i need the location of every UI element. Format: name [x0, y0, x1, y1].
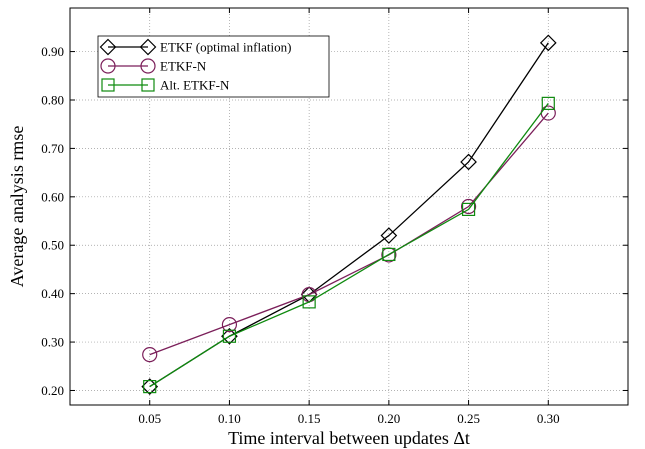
circle-marker	[140, 58, 156, 74]
circle-marker	[460, 198, 477, 215]
y-tick-label: 0.40	[41, 286, 64, 301]
x-axis-ticks: 0.05 0.10 0.15 0.20 0.25 0.30	[138, 8, 560, 426]
legend: ETKF (optimal inflation) ETKF-N Alt. ETKF-…	[97, 35, 330, 98]
square-marker	[101, 78, 115, 92]
y-tick-label: 0.20	[41, 383, 64, 398]
diamond-marker	[380, 227, 398, 244]
x-tick-label: 0.10	[218, 411, 241, 426]
square-marker	[143, 380, 157, 394]
diamond-marker	[539, 34, 557, 52]
plot-frame	[69, 7, 629, 406]
square-marker	[302, 295, 316, 309]
legend-label: ETKF (optimal inflation)	[160, 40, 291, 55]
legend-item: ETKF-N	[100, 58, 207, 74]
series-square	[143, 96, 555, 394]
y-axis-label: Average analysis rmse	[7, 126, 27, 288]
x-axis-label: Time interval between updates Δt	[228, 428, 470, 448]
diamond-marker	[460, 153, 477, 171]
x-tick-label: 0.25	[457, 411, 480, 426]
y-tick-label: 0.90	[41, 44, 64, 59]
y-axis-ticks: 0.20 0.30 0.40 0.50 0.60 0.70 0.80 0.90	[41, 44, 628, 398]
x-tick-label: 0.15	[298, 411, 321, 426]
legend-item: Alt. ETKF-N	[101, 78, 230, 93]
legend-label: Alt. ETKF-N	[160, 78, 230, 93]
diamond-marker	[99, 38, 117, 56]
y-tick-label: 0.80	[41, 92, 64, 107]
x-tick-label: 0.30	[537, 411, 560, 426]
y-tick-label: 0.50	[41, 238, 64, 253]
x-tick-label: 0.20	[377, 411, 400, 426]
square-marker	[382, 247, 396, 262]
circle-marker	[100, 58, 116, 74]
x-tick-label: 0.05	[138, 411, 161, 426]
y-tick-label: 0.60	[41, 189, 64, 204]
series-layer	[141, 34, 557, 395]
series-line	[149, 112, 549, 356]
y-tick-label: 0.70	[41, 141, 64, 156]
square-marker	[222, 329, 237, 343]
square-marker	[541, 96, 555, 110]
y-tick-label: 0.30	[41, 335, 64, 350]
circle-marker	[221, 317, 238, 333]
legend-label: ETKF-N	[160, 59, 207, 74]
square-marker	[141, 78, 155, 92]
series-line	[149, 102, 549, 388]
legend-item: ETKF (optimal inflation)	[99, 38, 291, 56]
circle-marker	[142, 347, 158, 363]
square-marker	[461, 202, 476, 217]
diamond-marker	[139, 38, 157, 56]
series-circle	[142, 105, 556, 363]
